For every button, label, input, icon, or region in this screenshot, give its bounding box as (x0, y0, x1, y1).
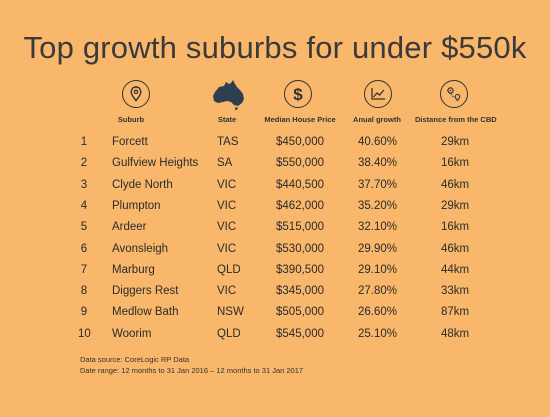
suburb-cell: Marburg (112, 263, 155, 276)
growth-cell: 38.40% (357, 157, 397, 170)
page-title: Top growth suburbs for under $550k (23, 30, 527, 65)
state-cell: SA (217, 157, 233, 170)
header-annual-growth: Anual growth (353, 115, 401, 124)
suburb-cell: Gulfview Heights (112, 157, 199, 170)
dollar-icon: $ (284, 80, 312, 112)
distance-cell: 46km (440, 178, 470, 191)
distance-cell: 48km (440, 327, 470, 340)
header-median-house-price: Median House Price (264, 115, 336, 124)
suburb-cell: Diggers Rest (112, 285, 179, 298)
rank-cell: 4 (80, 199, 88, 212)
table-row: 2 Gulfview Heights SA $550,000 38.40% 16km (0, 157, 550, 179)
rank-cell: 10 (78, 327, 91, 340)
rank-cell: 2 (80, 157, 88, 170)
rank-cell: 1 (80, 136, 88, 148)
state-cell: TAS (217, 136, 239, 148)
growth-cell: 40.60% (357, 136, 397, 148)
table-row: 10 Woorim QLD $545,000 25.10% 48km (0, 328, 550, 350)
state-cell: QLD (217, 263, 241, 276)
table-row: 7 Marburg QLD $390,500 29.10% 44km (0, 264, 550, 286)
date-range-note: Date range: 12 months to 31 Jan 2016 – 1… (80, 366, 304, 375)
growth-chart-icon (364, 80, 392, 112)
rank-cell: 5 (80, 221, 88, 234)
data-source-note: Data source: CoreLogic RP Data (80, 355, 190, 364)
state-cell: VIC (217, 242, 237, 255)
suburb-cell: Ardeer (112, 221, 147, 234)
price-cell: $505,000 (276, 306, 324, 319)
price-cell: $440,500 (276, 178, 324, 191)
growth-cell: 29.10% (357, 263, 397, 276)
table-row: 3 Clyde North VIC $440,500 37.70% 46km (0, 179, 550, 201)
growth-cell: 25.10% (357, 327, 397, 340)
rank-cell: 6 (80, 242, 88, 255)
header-suburb: Suburb (117, 115, 145, 124)
growth-cell: 35.20% (357, 199, 397, 212)
table-row: 8 Diggers Rest VIC $345,000 27.80% 33km (0, 285, 550, 307)
growth-cell: 29.90% (357, 242, 397, 255)
price-cell: $530,000 (276, 242, 324, 255)
state-cell: NSW (217, 306, 244, 319)
state-cell: VIC (217, 178, 237, 191)
australia-map-icon (210, 79, 248, 111)
distance-cell: 29km (440, 199, 470, 212)
growth-cell: 32.10% (357, 221, 397, 234)
suburb-cell: Forcett (112, 136, 148, 148)
distance-cell: 16km (440, 157, 470, 170)
growth-cell: 26.60% (357, 306, 397, 319)
price-cell: $462,000 (276, 199, 324, 212)
distance-cell: 33km (440, 285, 470, 298)
distance-cell: 44km (440, 263, 470, 276)
price-cell: $550,000 (276, 157, 324, 170)
rank-cell: 7 (80, 263, 88, 276)
price-cell: $390,500 (276, 263, 324, 276)
table-row: 4 Plumpton VIC $462,000 35.20% 29km (0, 200, 550, 222)
suburb-cell: Plumpton (112, 199, 161, 212)
suburb-cell: Clyde North (112, 178, 173, 191)
state-cell: VIC (217, 221, 237, 234)
growth-cell: 37.70% (357, 178, 397, 191)
state-cell: VIC (217, 285, 237, 298)
table-row: 6 Avonsleigh VIC $530,000 29.90% 46km (0, 243, 550, 265)
rank-cell: 8 (80, 285, 88, 298)
price-cell: $450,000 (276, 136, 324, 148)
suburb-cell: Woorim (112, 327, 152, 340)
distance-cell: 87km (440, 306, 470, 319)
header-distance-from-cbd: Distance from the CBD (415, 115, 497, 124)
state-cell: QLD (217, 327, 241, 340)
header-state: State (217, 115, 237, 124)
growth-cell: 27.80% (357, 285, 397, 298)
suburb-cell: Avonsleigh (112, 242, 169, 255)
rank-cell: 3 (80, 178, 88, 191)
price-cell: $515,000 (276, 221, 324, 234)
distance-cell: 46km (440, 242, 470, 255)
route-icon (440, 80, 468, 112)
price-cell: $345,000 (276, 285, 324, 298)
table-row: 1 Forcett TAS $450,000 40.60% 29km (0, 136, 550, 158)
distance-cell: 16km (440, 221, 470, 234)
table-row: 9 Medlow Bath NSW $505,000 26.60% 87km (0, 306, 550, 328)
price-cell: $545,000 (276, 327, 324, 340)
location-pin-icon (122, 80, 150, 112)
distance-cell: 29km (440, 136, 470, 148)
rank-cell: 9 (80, 306, 88, 319)
suburb-cell: Medlow Bath (112, 306, 179, 319)
table-row: 5 Ardeer VIC $515,000 32.10% 16km (0, 221, 550, 243)
state-cell: VIC (217, 199, 237, 212)
